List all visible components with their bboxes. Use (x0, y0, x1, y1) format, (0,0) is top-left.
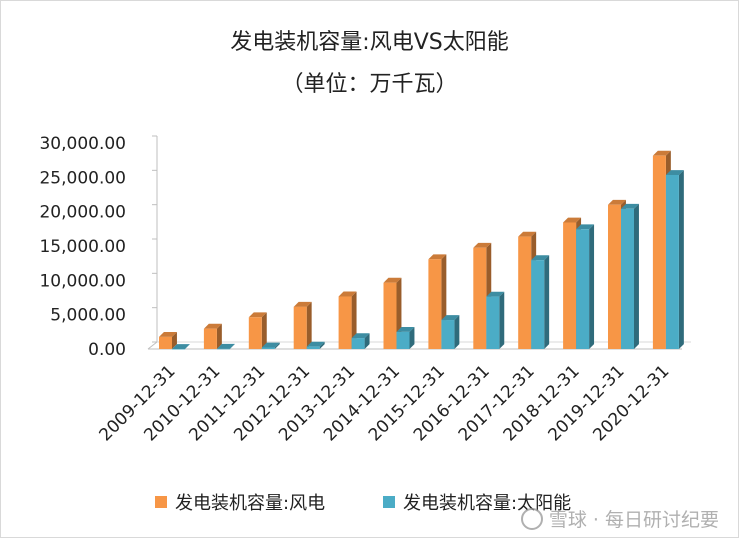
bar-solar-side (364, 333, 370, 349)
watermark-text: 雪球 · 每日研讨纪要 (548, 509, 719, 531)
bar-wind (248, 317, 262, 349)
bar-wind (203, 328, 217, 349)
bar-solar-side (454, 315, 460, 349)
bar-solar (441, 320, 455, 349)
legend-swatch-wind (155, 496, 167, 508)
bar-wind (473, 247, 487, 349)
snowball-logo-icon (520, 507, 543, 530)
bar-wind-top (203, 323, 222, 329)
watermark: 雪球 · 每日研讨纪要 (520, 505, 719, 532)
bar-solar (486, 296, 500, 349)
bar-solar-top (576, 224, 595, 230)
bar-wind (428, 259, 442, 349)
bar-solar-top (396, 327, 415, 332)
bar-solar-side (409, 327, 415, 349)
bar-solar (576, 229, 590, 349)
bar-wind (293, 306, 307, 349)
legend-swatch-solar (383, 496, 395, 508)
bar-solar-top (216, 343, 235, 349)
y-tick-label: 25,000.00 (39, 168, 126, 188)
y-tick-label: 30,000.00 (39, 134, 126, 154)
bar-wind-side (306, 301, 312, 349)
bar-solar-top (665, 170, 684, 175)
bar-solar (351, 338, 365, 349)
bar-solar-top (172, 344, 190, 349)
bar-solar (306, 346, 320, 349)
bar-wind-side (261, 312, 267, 349)
legend-item-wind: 发电装机容量:风电 (155, 489, 325, 515)
bar-wind-top (563, 217, 582, 223)
y-tick-label: 10,000.00 (39, 271, 126, 291)
y-tick-label: 0.00 (88, 340, 126, 360)
bar-solar-side (319, 341, 325, 349)
bar-solar-side (499, 291, 505, 349)
bar-wind-top (383, 277, 402, 283)
bar-wind-top (428, 254, 447, 260)
bar-solar-top (261, 342, 280, 348)
chart-title: 发电装机容量:风电VS太阳能 (230, 30, 509, 55)
bar-solar-top (621, 203, 639, 209)
bar-solar-side (274, 342, 280, 349)
bar-solar-top (531, 255, 550, 261)
bar-solar (621, 208, 634, 349)
bar-wind (518, 236, 532, 349)
axis-depth-line (147, 341, 158, 350)
bar-solar-top (441, 315, 460, 321)
bar-wind-top (338, 291, 357, 297)
bar-solar-side (229, 343, 235, 349)
bar-solar-top (486, 291, 505, 297)
bar-solar (665, 174, 679, 349)
bar-solar-top (306, 341, 325, 347)
y-tick-label: 15,000.00 (39, 237, 126, 257)
bar-wind (159, 336, 172, 349)
bar-wind (338, 296, 352, 349)
bar-wind-top (248, 312, 267, 318)
bar-wind-top (518, 231, 537, 237)
bar-wind-top (608, 199, 626, 205)
chart-subtitle: （单位：万千瓦） (281, 72, 458, 97)
bar-solar-side (589, 224, 595, 349)
bar-solar (261, 347, 275, 349)
bar-wind-top (652, 150, 671, 156)
bar-solar-side (185, 344, 190, 349)
bar-solar-side (544, 255, 550, 349)
bar-solar (216, 348, 230, 350)
bar-wind-top (293, 301, 312, 307)
bar-wind (563, 222, 577, 349)
bar-solar (396, 331, 410, 349)
bar-solar (172, 348, 185, 350)
bar-solar-top (351, 333, 370, 339)
y-tick-label: 5,000.00 (50, 306, 126, 326)
bar-wind (608, 204, 621, 349)
bar-wind-top (159, 332, 177, 337)
bar-wind-top (473, 242, 492, 248)
bar-wind (383, 282, 397, 349)
y-tick-label: 20,000.00 (39, 203, 126, 223)
bar-solar (531, 260, 545, 349)
bar-wind (652, 155, 666, 349)
bar-solar-side (678, 170, 684, 349)
bar-solar-side (634, 203, 639, 349)
bar-wind-side (172, 332, 177, 349)
legend-label-wind: 发电装机容量:风电 (175, 493, 326, 514)
bar-wind-side (216, 323, 222, 349)
